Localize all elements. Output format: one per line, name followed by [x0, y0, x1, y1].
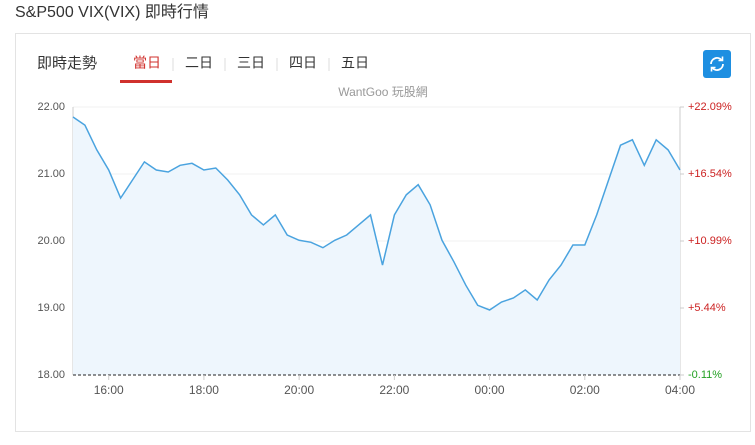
- tab[interactable]: 四日: [289, 55, 317, 71]
- y-tick-label: 19.00: [37, 302, 65, 314]
- y-tick-label: 21.00: [37, 168, 65, 180]
- tab[interactable]: 二日: [185, 55, 213, 71]
- x-tick-label: 16:00: [94, 383, 124, 397]
- watermark: WantGoo 玩股網: [338, 85, 428, 99]
- x-tick-label: 02:00: [570, 383, 600, 397]
- tab-underline: [120, 80, 172, 83]
- y2-tick-label: -0.11%: [688, 369, 722, 381]
- x-tick-label: 20:00: [284, 383, 314, 397]
- tab[interactable]: 三日: [237, 55, 265, 71]
- y-tick-label: 18.00: [37, 369, 65, 381]
- refresh-arrows: [710, 56, 724, 72]
- x-tick-label: 04:00: [665, 383, 695, 397]
- y2-tick-label: +5.44%: [688, 302, 726, 314]
- area: [73, 117, 680, 375]
- x-tick-label: 18:00: [189, 383, 219, 397]
- y2-tick-label: +16.54%: [688, 168, 732, 180]
- panel-heading: 即時走勢: [37, 55, 97, 72]
- refresh-icon: [710, 57, 724, 71]
- y2-tick-label: +10.99%: [688, 235, 732, 247]
- x-tick-label: 22:00: [379, 383, 409, 397]
- tab[interactable]: 五日: [341, 55, 369, 71]
- y-tick-label: 20.00: [37, 235, 65, 247]
- line: [72, 116, 681, 311]
- x-tick-label: 00:00: [475, 383, 505, 397]
- tab[interactable]: 當日: [133, 55, 161, 71]
- y-tick-label: 22.00: [37, 101, 65, 113]
- page-title: S&P500 VIX(VIX) 即時行情: [15, 3, 209, 21]
- refresh-button[interactable]: [703, 50, 731, 78]
- y2-tick-label: +22.09%: [688, 101, 732, 113]
